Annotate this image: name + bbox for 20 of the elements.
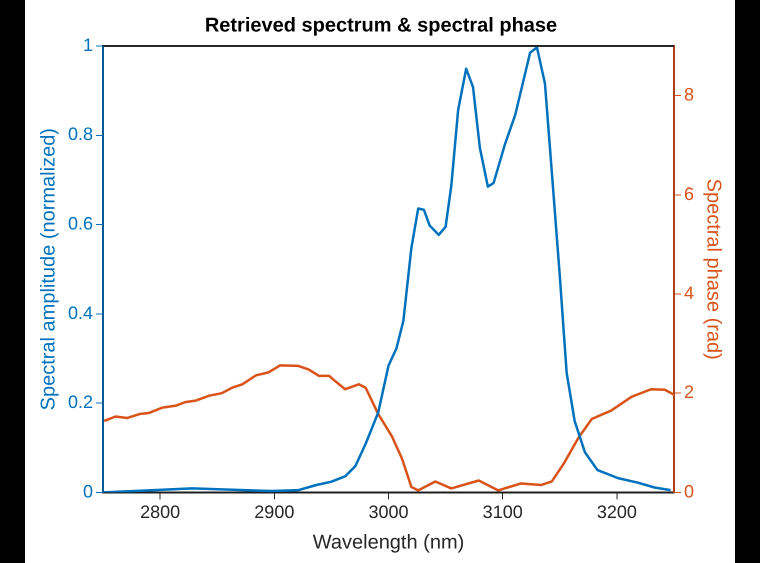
x-tick-label: 3100 <box>482 502 523 522</box>
chart-title: Retrieved spectrum & spectral phase <box>204 14 558 37</box>
y-tick-label: 0.8 <box>68 124 94 144</box>
y2-tick-label: 8 <box>684 84 694 105</box>
x-tick-label: 2900 <box>254 502 294 522</box>
x-tick-label: 2800 <box>140 502 180 522</box>
y2-tick-label: 0 <box>684 481 694 502</box>
y-tick-label: 0.2 <box>68 392 94 412</box>
y-axis-title: Spectral amplitude (normalized) <box>38 128 60 410</box>
y-tick-label: 1 <box>83 34 94 55</box>
y-tick-label: 0 <box>83 481 94 502</box>
x-axis-title: Wavelength (nm) <box>312 532 464 554</box>
y-tick-label: 0.4 <box>68 302 94 323</box>
y-tick-label: 0.6 <box>68 214 94 234</box>
y2-tick-label: 6 <box>684 184 694 204</box>
y2-axis-title: Spectral phase (rad) <box>702 178 724 360</box>
y2-tick-label: 2 <box>684 382 694 402</box>
y2-tick-label: 4 <box>684 282 694 303</box>
x-tick-label: 3200 <box>596 502 637 522</box>
x-tick-label: 3000 <box>368 502 409 522</box>
